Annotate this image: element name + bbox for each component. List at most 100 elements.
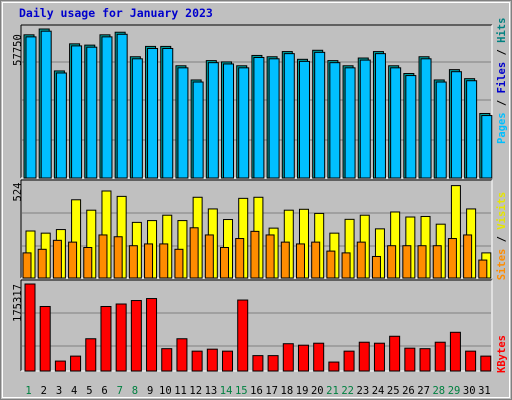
x-tick-label: 10 xyxy=(159,385,172,397)
pages-bar xyxy=(405,75,417,179)
x-tick-label: 22 xyxy=(341,385,354,397)
pages-bar xyxy=(71,45,83,179)
sites-bar xyxy=(371,255,381,279)
kbytes-bar xyxy=(54,360,66,372)
x-tick-label: 13 xyxy=(205,385,218,397)
sites-bar xyxy=(417,245,427,279)
sites-bar xyxy=(37,248,47,279)
x-tick-label: 24 xyxy=(372,385,385,397)
pages-bar xyxy=(359,59,371,179)
pages-bar xyxy=(374,53,386,179)
kbytes-bar xyxy=(480,355,492,372)
sites-bar xyxy=(402,245,412,279)
top-panel-max-label: 57750 xyxy=(12,34,24,66)
kbytes-bar xyxy=(24,283,36,372)
kbytes-bar xyxy=(297,344,309,372)
chart-bars xyxy=(22,28,493,372)
kbytes-bar xyxy=(465,350,477,372)
legend-pages: Pages xyxy=(496,112,508,144)
sites-bar xyxy=(463,234,473,279)
x-tick-label: 23 xyxy=(357,385,370,397)
pages-bar xyxy=(131,58,143,179)
x-tick-label: 29 xyxy=(448,385,461,397)
kbytes-bar xyxy=(237,299,249,372)
kbytes-bar xyxy=(313,342,325,372)
kbytes-bar xyxy=(206,348,218,372)
x-tick-label: 26 xyxy=(402,385,415,397)
x-tick-label: 16 xyxy=(250,385,263,397)
pages-bar xyxy=(55,72,67,179)
x-tick-label: 20 xyxy=(311,385,324,397)
kbytes-bar xyxy=(39,305,51,372)
x-tick-label: 9 xyxy=(147,385,153,397)
x-tick-label: 28 xyxy=(432,385,445,397)
sites-bar xyxy=(189,227,199,279)
sites-bar xyxy=(311,241,321,279)
sites-bar xyxy=(52,239,62,279)
x-tick-label: 31 xyxy=(478,385,491,397)
kbytes-bar xyxy=(267,355,279,372)
legend-hits: Hits xyxy=(496,17,508,43)
pages-bar xyxy=(192,81,204,179)
x-tick-label: 25 xyxy=(387,385,400,397)
top-panel-legend: Pages / Files / Hits xyxy=(496,18,508,144)
pages-bar xyxy=(283,53,295,179)
pages-bar xyxy=(268,58,280,179)
x-tick-label: 30 xyxy=(463,385,476,397)
kbytes-bar xyxy=(404,347,416,372)
sites-bar xyxy=(128,245,138,279)
pages-bar xyxy=(344,67,356,179)
x-axis-labels: 1 2 3 4 5 6 7 8 9 10 11 12 13 14 15 16 17 18 19 20 21 22 23 24 2… xyxy=(25,385,490,397)
legend-sep: / xyxy=(496,42,508,62)
sites-bar xyxy=(68,241,78,279)
pages-bar xyxy=(238,67,250,179)
sites-bar xyxy=(144,243,154,279)
x-tick-label: 12 xyxy=(189,385,202,397)
bottom-panel-legend: KBytes xyxy=(496,314,508,394)
x-tick-label: 11 xyxy=(174,385,187,397)
sites-bar xyxy=(432,245,442,279)
sites-bar xyxy=(113,236,123,279)
middle-panel-legend: Sites / Visits xyxy=(496,181,508,291)
pages-bar xyxy=(481,115,493,179)
pages-bar xyxy=(298,60,310,179)
sites-bar xyxy=(204,234,214,279)
kbytes-bar xyxy=(434,341,446,372)
middle-panel-max-label: 524 xyxy=(12,182,24,202)
x-tick-label: 14 xyxy=(220,385,233,397)
pages-bar xyxy=(329,62,341,179)
x-tick-label: 18 xyxy=(281,385,294,397)
kbytes-bar xyxy=(161,348,173,372)
sites-bar xyxy=(387,245,397,279)
x-tick-label: 2 xyxy=(41,385,47,397)
kbytes-bar xyxy=(222,350,234,372)
pages-bar xyxy=(162,47,174,179)
pages-bar xyxy=(390,67,402,179)
x-tick-label: 21 xyxy=(326,385,339,397)
sites-bar xyxy=(356,241,366,279)
x-tick-label: 1 xyxy=(25,385,31,397)
pages-bar xyxy=(253,57,265,179)
pages-bar xyxy=(435,81,447,179)
sites-bar xyxy=(98,234,108,279)
kbytes-bar xyxy=(176,338,188,372)
kbytes-bar xyxy=(100,305,112,372)
sites-bar xyxy=(478,259,488,279)
bottom-panel-max-label: 175317 xyxy=(12,284,24,322)
sites-bar xyxy=(83,247,93,279)
x-tick-label: 6 xyxy=(101,385,107,397)
pages-bar xyxy=(40,30,52,179)
x-tick-label: 27 xyxy=(417,385,430,397)
pages-bar xyxy=(420,58,432,179)
pages-bar xyxy=(116,33,128,179)
kbytes-bar xyxy=(449,331,461,372)
x-tick-label: 8 xyxy=(132,385,138,397)
kbytes-bar xyxy=(328,361,340,372)
sites-bar xyxy=(159,243,169,279)
sites-bar xyxy=(280,241,290,279)
legend-kbytes: KBytes xyxy=(496,335,508,373)
sites-bar xyxy=(220,247,230,279)
pages-bar xyxy=(223,63,235,179)
sites-bar xyxy=(22,252,32,279)
